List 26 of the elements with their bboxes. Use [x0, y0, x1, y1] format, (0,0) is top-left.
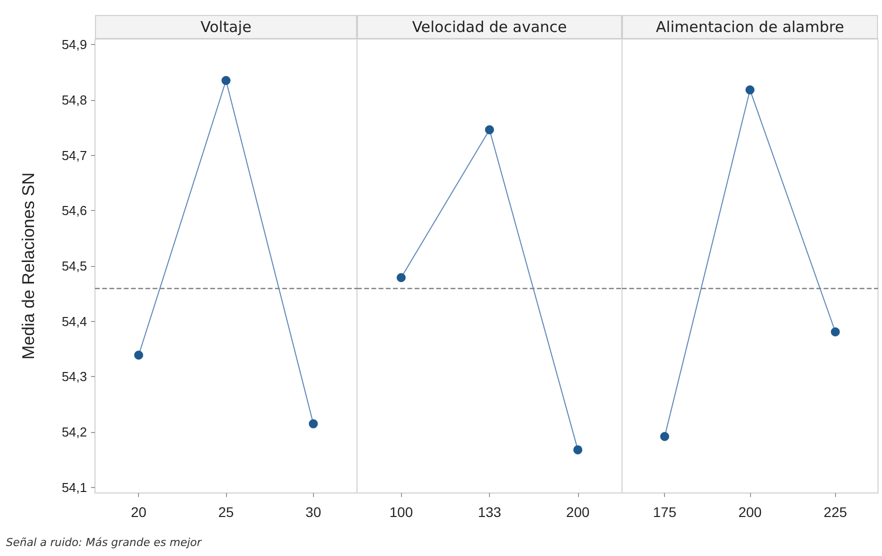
point [134, 350, 144, 360]
y-tick-label: 54,2 [62, 424, 87, 440]
y-tick-label: 54,8 [62, 92, 87, 108]
y-tick-label: 54,1 [62, 480, 87, 495]
point [308, 419, 318, 428]
x-tick-label: 225 [824, 504, 848, 520]
x-tick-label: 30 [306, 504, 322, 520]
y-tick-label: 54,5 [62, 258, 87, 274]
x-tick-label: 20 [130, 504, 147, 520]
point [222, 76, 230, 86]
x-tick-label: 200 [738, 504, 762, 520]
x-tick-label: 100 [389, 504, 414, 520]
x-tick-label: 25 [218, 504, 234, 520]
y-tick-label: 54,3 [62, 369, 87, 384]
y-axis-title: Media de Relaciones SN [19, 172, 38, 360]
x-tick-label: 200 [566, 504, 590, 520]
text: Señal a ruido: Más grande es mejor [6, 536, 202, 549]
x-tick-label: 133 [478, 504, 502, 520]
y-tick-label: 54,6 [62, 203, 87, 218]
chart-title: Voltaje [95, 15, 357, 39]
y-tick-label: 54,7 [62, 148, 87, 163]
chart-title: Velocidad de avance [357, 15, 622, 39]
chart-title: Alimentacion de alambre [622, 15, 878, 39]
y-tick-label: 54,9 [62, 37, 87, 52]
x-tick-label: 175 [652, 504, 677, 520]
y-tick-label: 54,4 [62, 314, 87, 329]
